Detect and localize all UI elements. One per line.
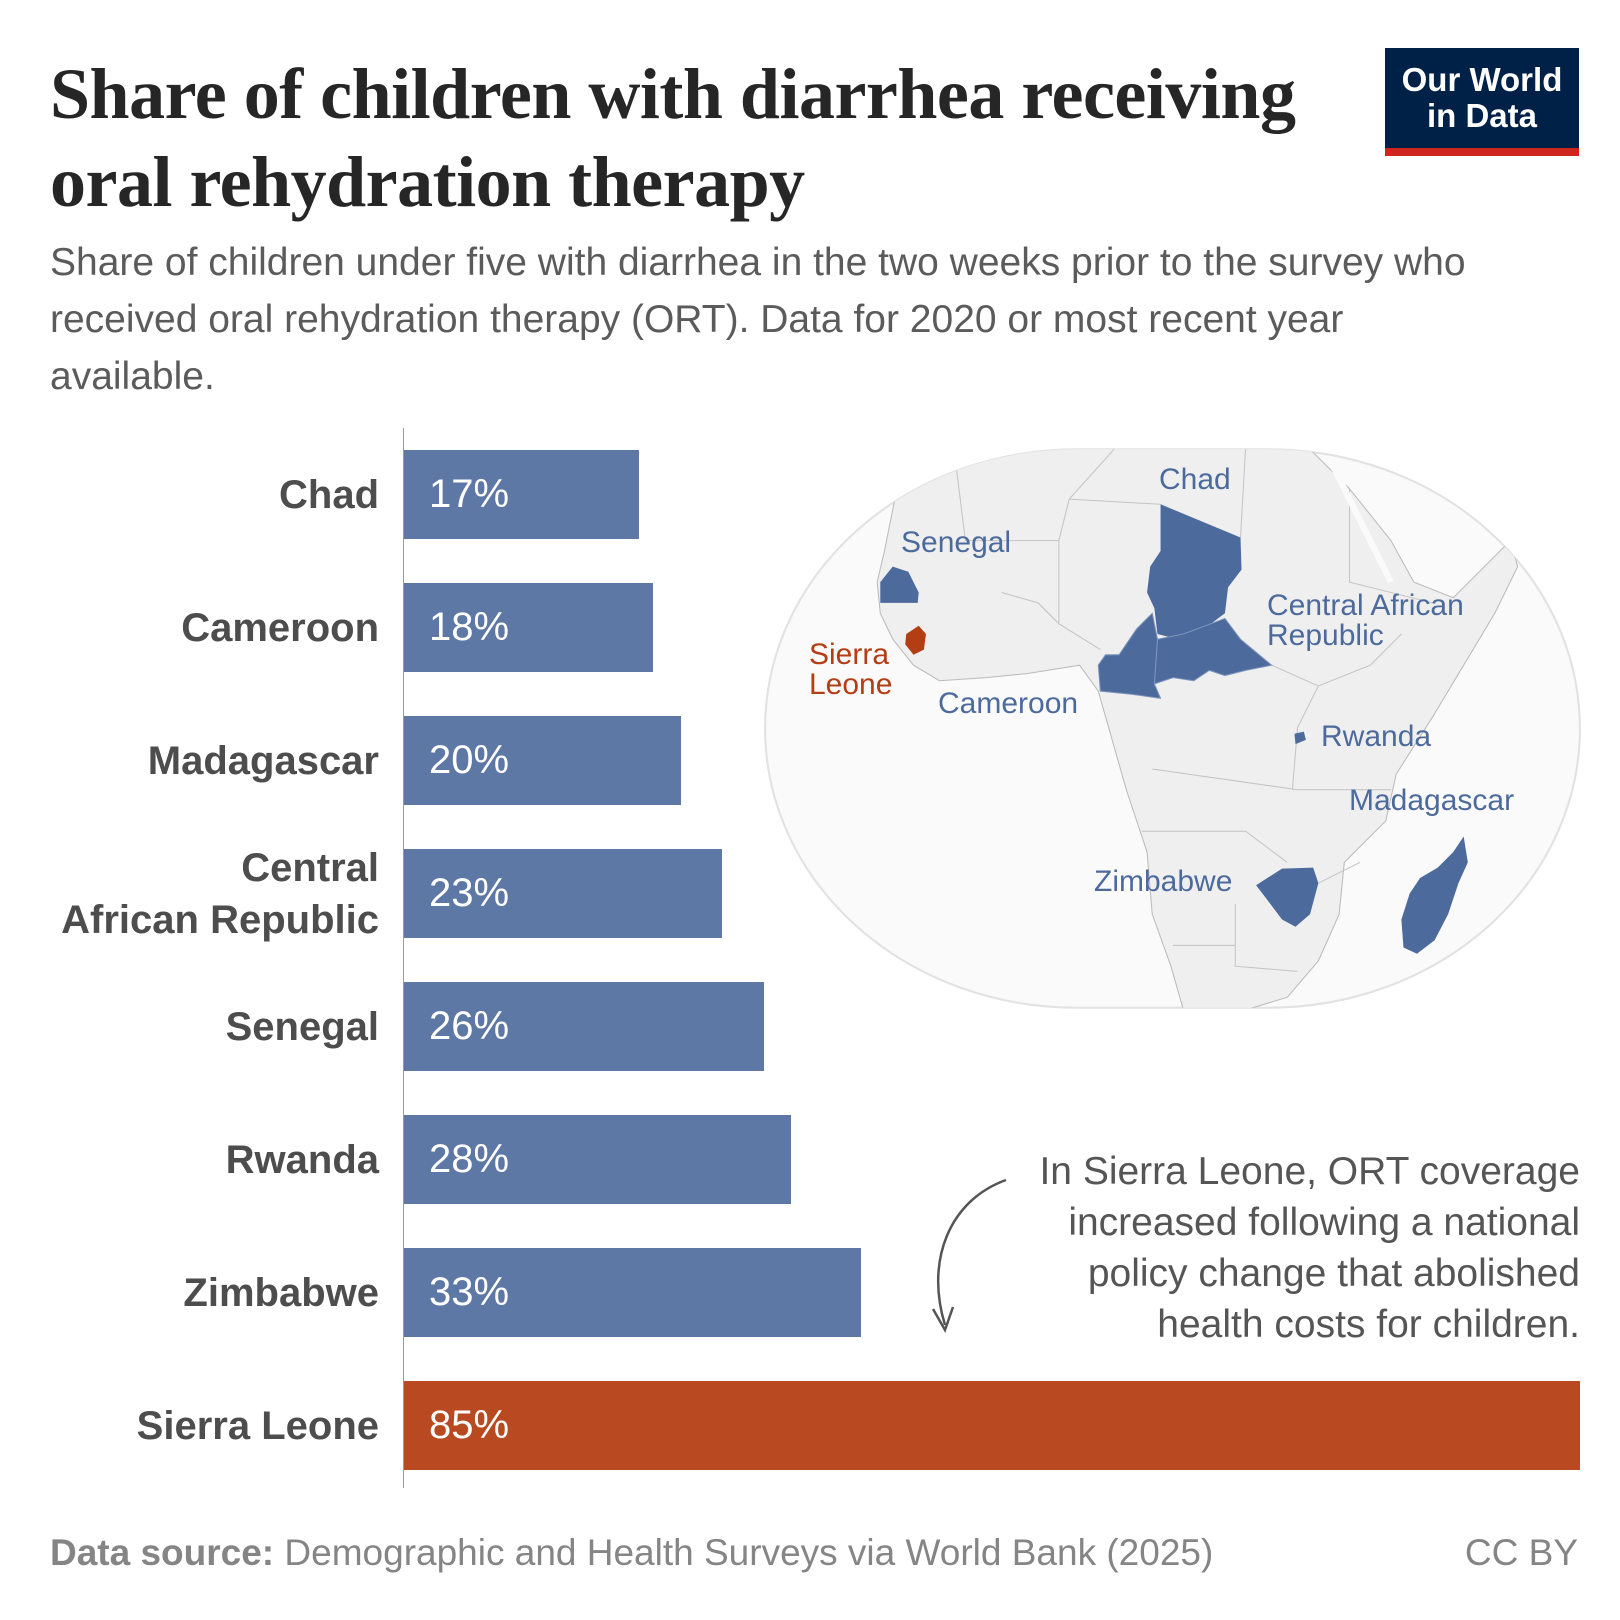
data-label: 17% (429, 472, 510, 516)
annotation-text: In Sierra Leone, ORT coverage increased … (1039, 1150, 1580, 1346)
map-rwanda (1294, 731, 1306, 745)
arrow-head-icon (931, 1306, 955, 1334)
country-borders (954, 449, 1433, 972)
bar-central-african-republic[interactable]: 23% (404, 849, 723, 938)
chart-subtitle: Share of children under five with diarrh… (50, 241, 1466, 398)
map-label-cameroon: Cameroon (938, 687, 1079, 720)
bar-sierra-leone[interactable]: 85% (404, 1381, 1580, 1470)
map-senegal (880, 566, 919, 603)
map-cameroon (1097, 612, 1162, 700)
data-label: 85% (429, 1403, 510, 1447)
map-madagascar (1401, 836, 1468, 954)
data-label: 20% (429, 738, 510, 782)
africa-map-svg (764, 448, 1581, 1009)
category-label: Sierra Leone (136, 1403, 379, 1448)
map-label-madagascar: Madagascar (1349, 784, 1515, 817)
africa-map (763, 447, 1582, 1010)
map-chad (1147, 504, 1242, 640)
map-label-zimbabwe: Zimbabwe (1094, 865, 1233, 898)
category-label: Central African Republic (61, 845, 379, 942)
data-label: 23% (429, 871, 510, 915)
map-label-central-african-republic: Central African Republic (1267, 589, 1464, 652)
bar-rwanda[interactable]: 28% (404, 1115, 792, 1204)
map-sierra-leone (905, 625, 926, 655)
bar-madagascar[interactable]: 20% (404, 716, 681, 805)
bar-chad[interactable]: 17% (404, 450, 640, 539)
category-label: Rwanda (225, 1137, 379, 1182)
category-label: Senegal (225, 1004, 379, 1049)
map-label-sierra-leone: Sierra Leone (809, 638, 893, 701)
map-label-senegal: Senegal (901, 526, 1012, 559)
data-source: Data source: Demographic and Health Surv… (50, 1532, 1213, 1574)
bar-zimbabwe[interactable]: 33% (404, 1248, 861, 1337)
map-label-chad: Chad (1159, 463, 1231, 496)
map-central-african-republic (1153, 617, 1273, 685)
data-label: 26% (429, 1004, 510, 1048)
category-label: Cameroon (181, 605, 379, 650)
category-label: Chad (279, 472, 379, 517)
source-label: Data source: (50, 1532, 275, 1573)
data-label: 18% (429, 605, 510, 649)
map-zimbabwe (1256, 867, 1319, 927)
bar-senegal[interactable]: 26% (404, 982, 764, 1071)
license[interactable]: CC BY (1464, 1532, 1578, 1573)
red-sea (1325, 456, 1394, 584)
source-text[interactable]: Demographic and Health Surveys via World… (284, 1532, 1214, 1573)
chart-title: Share of children with diarrhea receivin… (50, 54, 1296, 222)
category-label: Madagascar (147, 738, 379, 783)
owid-logo[interactable]: Our World in Data (1385, 48, 1579, 156)
data-label: 28% (429, 1137, 510, 1181)
data-label: 33% (429, 1270, 510, 1314)
arrow-curve (936, 1178, 1007, 1326)
y-axis-line (403, 428, 404, 1488)
map-label-rwanda: Rwanda (1321, 720, 1432, 753)
bar-cameroon[interactable]: 18% (404, 583, 654, 672)
category-label: Zimbabwe (183, 1270, 379, 1315)
